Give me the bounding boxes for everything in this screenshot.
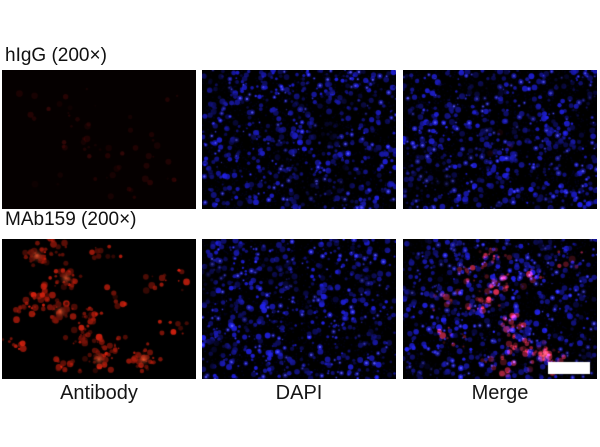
panel-higg-merge [403,70,597,209]
row-label-higg: hIgG (200×) [5,45,107,66]
panel-mab159-antibody [2,239,196,379]
caption-antibody: Antibody [60,382,138,404]
panel-higg-dapi [202,70,396,209]
caption-dapi: DAPI [275,382,323,404]
panel-mab159-merge [403,239,597,379]
caption-merge: Merge [471,382,529,404]
row-label-mab159: MAb159 (200×) [5,209,137,230]
panel-mab159-dapi [202,239,396,379]
panel-higg-antibody [2,70,196,209]
